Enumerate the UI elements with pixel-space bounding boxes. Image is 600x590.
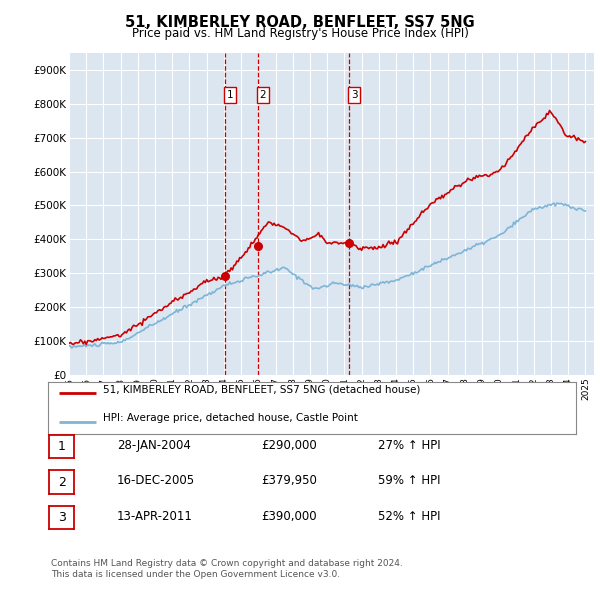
Text: 2: 2 [58, 476, 66, 489]
Text: 1: 1 [227, 90, 233, 100]
Text: 52% ↑ HPI: 52% ↑ HPI [378, 510, 440, 523]
Text: 27% ↑ HPI: 27% ↑ HPI [378, 439, 440, 452]
Text: 3: 3 [351, 90, 358, 100]
Text: 28-JAN-2004: 28-JAN-2004 [117, 439, 191, 452]
Text: £379,950: £379,950 [261, 474, 317, 487]
Text: 59% ↑ HPI: 59% ↑ HPI [378, 474, 440, 487]
Text: £390,000: £390,000 [261, 510, 317, 523]
Text: 1: 1 [58, 440, 66, 453]
Text: 51, KIMBERLEY ROAD, BENFLEET, SS7 5NG: 51, KIMBERLEY ROAD, BENFLEET, SS7 5NG [125, 15, 475, 30]
Text: 3: 3 [58, 511, 66, 524]
Text: Price paid vs. HM Land Registry's House Price Index (HPI): Price paid vs. HM Land Registry's House … [131, 27, 469, 40]
Text: 16-DEC-2005: 16-DEC-2005 [117, 474, 195, 487]
Text: 51, KIMBERLEY ROAD, BENFLEET, SS7 5NG (detached house): 51, KIMBERLEY ROAD, BENFLEET, SS7 5NG (d… [103, 384, 421, 394]
Text: 13-APR-2011: 13-APR-2011 [117, 510, 193, 523]
Text: 2: 2 [259, 90, 266, 100]
Text: £290,000: £290,000 [261, 439, 317, 452]
Text: HPI: Average price, detached house, Castle Point: HPI: Average price, detached house, Cast… [103, 413, 358, 423]
Text: Contains HM Land Registry data © Crown copyright and database right 2024.
This d: Contains HM Land Registry data © Crown c… [51, 559, 403, 579]
